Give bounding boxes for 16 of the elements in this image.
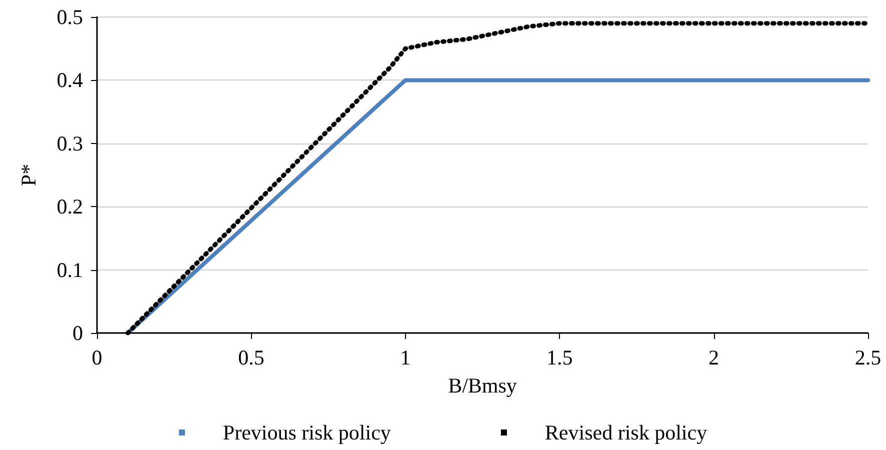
y-tick-label: 0.1 [56,258,83,282]
x-tick-label: 2 [708,346,720,370]
y-axis-title: P* [16,164,40,186]
y-tick-label: 0.2 [56,194,83,219]
x-tick-label: 2.5 [854,346,882,370]
x-tick-label: 0 [92,346,102,370]
legend-label: Previous risk policy [222,420,392,444]
x-axis-title: B/Bmsy [448,374,518,398]
y-tick-label: 0.3 [56,131,83,156]
x-tick-label: 0.5 [238,346,264,370]
y-tick-label: 0.5 [56,5,83,29]
y-tick-label: 0 [72,321,83,345]
x-tick-label: 1.5 [546,346,573,370]
x-tick-label: 1 [400,346,411,370]
legend-label: Revised risk policy [544,420,708,444]
y-tick-label: 0.4 [56,68,84,92]
